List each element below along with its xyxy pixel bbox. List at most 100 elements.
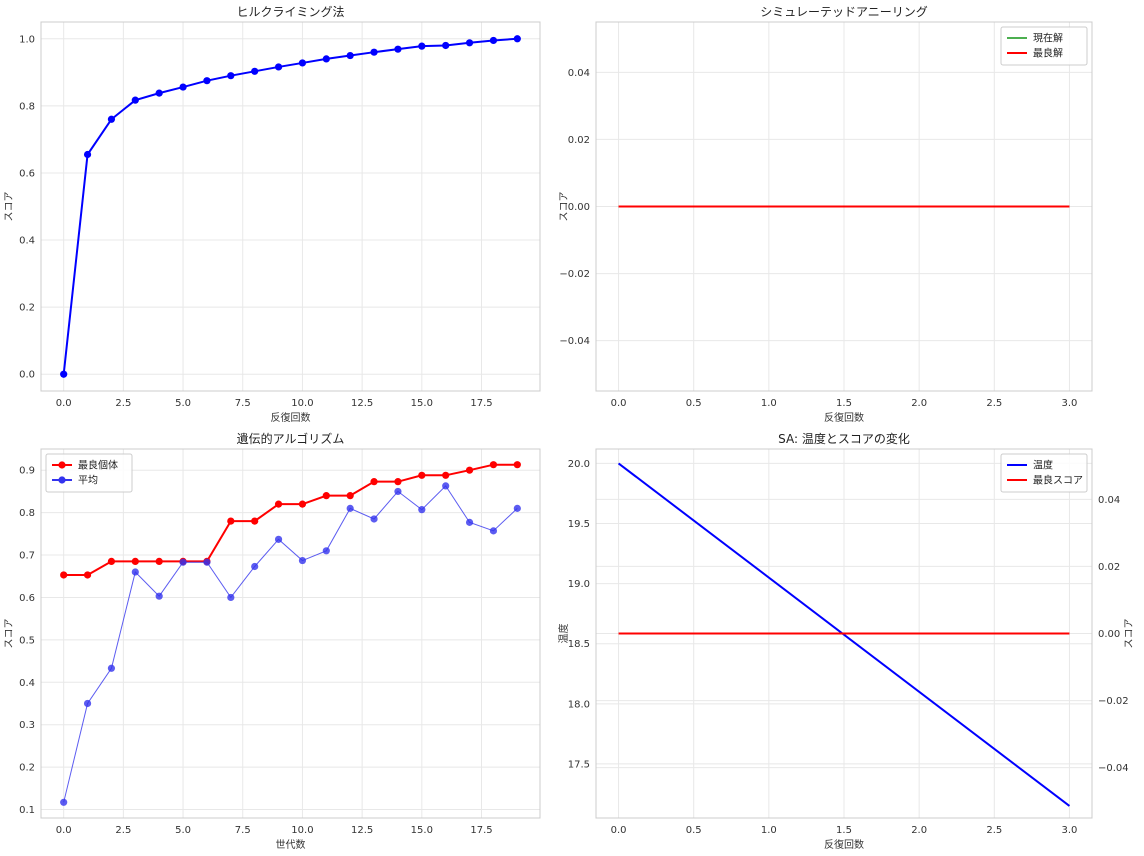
y-tick-label: 0.4 <box>19 236 35 247</box>
chart-title: シミュレーテッドアニーリング <box>760 5 928 19</box>
x-tick-label: 12.5 <box>351 825 373 836</box>
data-point <box>418 471 426 479</box>
data-point <box>107 115 116 123</box>
y-tick-label: 0.5 <box>19 635 35 646</box>
y-tick-label: 0.2 <box>19 763 35 774</box>
x-tick-label: 12.5 <box>351 398 373 409</box>
series-line <box>617 462 1071 807</box>
data-point <box>203 558 211 566</box>
data-point <box>465 39 474 47</box>
data-point <box>442 41 450 50</box>
plot-frame <box>40 448 541 819</box>
data-point <box>251 562 259 571</box>
x-axis-label: 反復回数 <box>824 411 864 424</box>
y-tick-label: 0.02 <box>568 135 590 146</box>
chart-title: ヒルクライミング法 <box>236 5 344 19</box>
y-tick-label: 17.5 <box>568 759 590 770</box>
chart-4: 0.0 0.5 1.0 1.5 2.0 2.5 3.0 17.5 18.0 18.5 19.0 19.… <box>557 431 1135 851</box>
x-axis-label: 世代数 <box>276 838 306 851</box>
y-right-tick-label: −0.04 <box>1098 763 1129 774</box>
y-tick-label: 0.2 <box>19 303 35 314</box>
legend-box <box>45 453 133 493</box>
data-point <box>60 370 68 378</box>
legend-marker <box>58 461 66 469</box>
series-1 <box>60 35 521 378</box>
data-point <box>155 592 163 600</box>
y-tick-label: −0.02 <box>559 269 590 280</box>
x-tick-label: 2.0 <box>911 825 927 836</box>
data-point <box>274 500 283 508</box>
legend-label: 最良解 <box>1033 47 1063 60</box>
data-point <box>107 664 116 672</box>
y-tick-label: 18.5 <box>568 639 590 650</box>
data-point <box>251 517 259 525</box>
x-tick-label: 2.5 <box>115 398 131 409</box>
x-tick-label: 0.0 <box>611 398 627 409</box>
data-point <box>251 67 259 75</box>
data-point <box>179 83 187 91</box>
data-point <box>83 699 92 708</box>
y-right-tick-label: 0.02 <box>1098 562 1120 573</box>
data-point <box>203 77 211 85</box>
data-point <box>83 571 92 579</box>
y-axis-label: スコア <box>559 192 570 222</box>
data-point <box>465 466 474 474</box>
data-point <box>489 461 498 469</box>
y-tick-label: 0.6 <box>19 168 35 179</box>
data-point <box>155 89 163 97</box>
y-tick-label: 0.04 <box>568 68 590 79</box>
data-point <box>442 471 450 479</box>
y-tick-label: 0.4 <box>19 678 35 689</box>
x-tick-label: 0.0 <box>56 825 72 836</box>
data-point <box>394 487 402 496</box>
data-point <box>370 478 378 486</box>
legend-label: 現在解 <box>1033 32 1063 45</box>
x-tick-label: 2.5 <box>986 398 1002 409</box>
y-tick-label: 0.9 <box>19 466 35 477</box>
y-axis-label: スコア <box>4 619 15 649</box>
y-tick-label: 0.7 <box>19 551 35 562</box>
data-point <box>298 500 307 508</box>
legend-box <box>1000 26 1088 66</box>
x-tick-label: 10.0 <box>291 398 313 409</box>
legend-label: 温度 <box>1033 459 1053 472</box>
data-point <box>513 504 521 512</box>
data-point <box>60 571 68 579</box>
data-point <box>179 558 187 566</box>
x-tick-label: 2.0 <box>911 398 927 409</box>
data-point <box>298 556 307 565</box>
legend-label: 平均 <box>78 475 98 487</box>
legend-box <box>1000 453 1088 493</box>
data-point <box>513 35 521 43</box>
data-point <box>274 63 283 71</box>
y-tick-label: 0.8 <box>19 101 35 112</box>
y-right-tick-label: 0.00 <box>1098 629 1120 640</box>
x-tick-label: 10.0 <box>291 825 313 836</box>
data-point <box>513 461 521 469</box>
x-tick-label: 3.0 <box>1062 825 1078 836</box>
data-point <box>155 557 163 565</box>
chart-2: 0.0 0.5 1.0 1.5 2.0 2.5 3.0 −0.04 −0.02 0.00 0.02 0… <box>559 5 1093 424</box>
chart-title: SA: 温度とスコアの変化 <box>778 431 910 446</box>
plot-frame <box>40 21 541 392</box>
data-point <box>60 798 68 806</box>
series-line <box>63 463 518 576</box>
x-axis-label: 反復回数 <box>824 838 864 851</box>
x-tick-label: 1.0 <box>761 825 777 836</box>
data-point <box>227 517 235 525</box>
y-tick-label: 19.0 <box>568 579 590 590</box>
data-point <box>107 557 116 565</box>
x-tick-label: 0.5 <box>686 398 702 409</box>
x-tick-label: 1.0 <box>761 398 777 409</box>
series-最良個体 <box>60 461 521 579</box>
data-point <box>489 36 498 45</box>
series-温度 <box>617 462 1071 807</box>
y-axis-label: 温度 <box>557 624 570 644</box>
data-point <box>298 59 307 67</box>
y-tick-label: 0.3 <box>19 720 35 731</box>
data-point <box>370 515 378 523</box>
legend-label: 最良個体 <box>78 459 118 472</box>
x-tick-label: 7.5 <box>235 398 251 409</box>
